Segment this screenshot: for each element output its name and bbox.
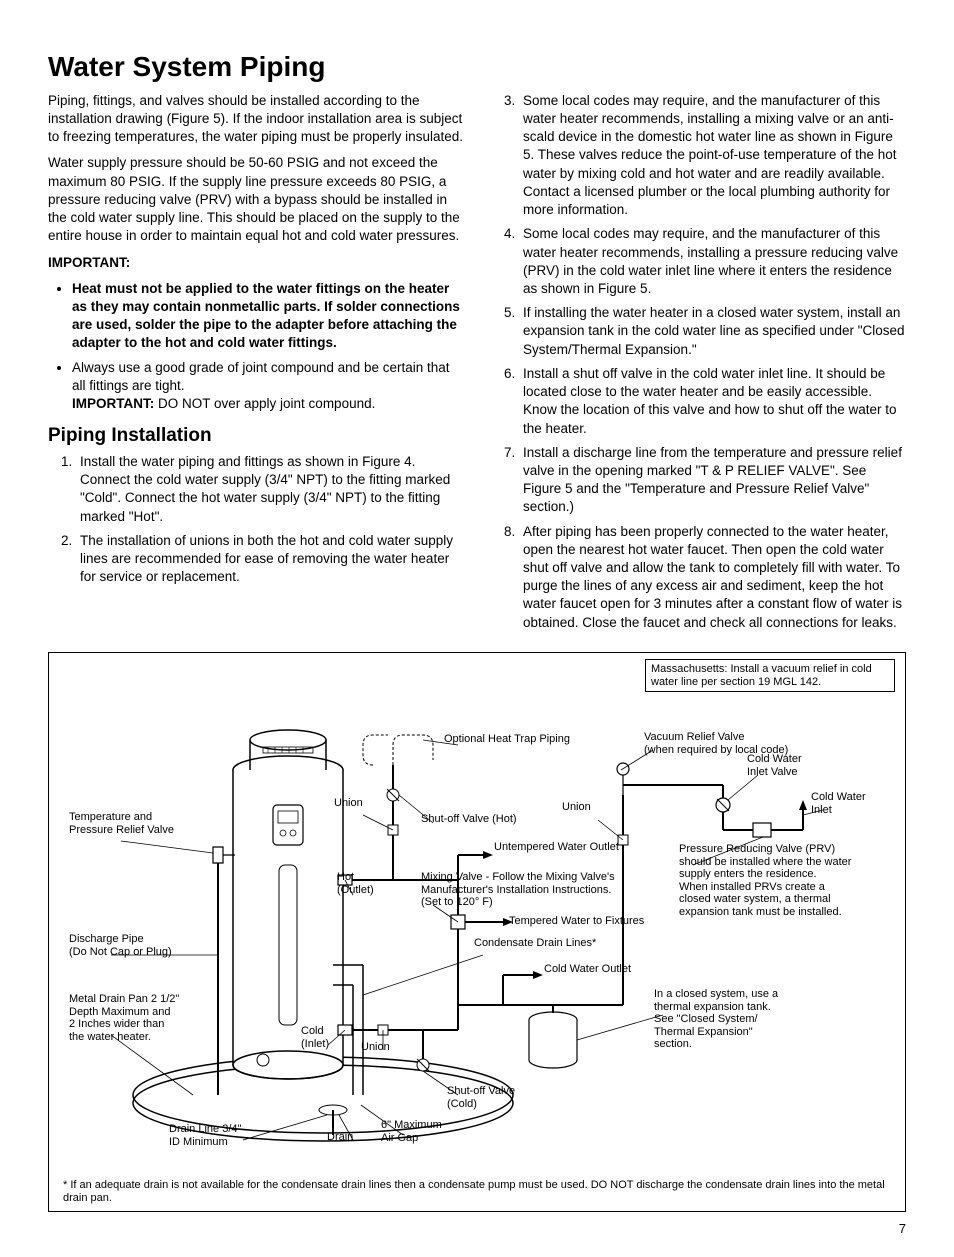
left-column: Piping, fittings, and valves should be i… <box>48 92 463 638</box>
bullet-item: Always use a good grade of joint compoun… <box>72 359 463 414</box>
label-shutoff-cold: Shut-off Valve (Cold) <box>447 1085 515 1110</box>
label-cold-inlet: Cold Water Inlet <box>811 791 866 816</box>
step-item: Some local codes may require, and the ma… <box>519 92 906 220</box>
step-item: After piping has been properly connected… <box>519 523 906 632</box>
label-prv-note: Pressure Reducing Valve (PRV) should be … <box>679 843 879 919</box>
important-label: IMPORTANT: <box>48 254 463 272</box>
step-item: Install the water piping and fittings as… <box>76 453 463 526</box>
label-union-2: Union <box>334 797 363 810</box>
label-mixing: Mixing Valve - Follow the Mixing Valve's… <box>421 871 631 909</box>
label-drain: Drain <box>327 1131 353 1144</box>
bullet-text: Always use a good grade of joint compoun… <box>72 360 450 393</box>
step-item: Install a shut off valve in the cold wat… <box>519 365 906 438</box>
step-item: If installing the water heater in a clos… <box>519 304 906 359</box>
label-tp-relief: Temperature and Pressure Relief Valve <box>69 811 174 836</box>
intro-paragraph-2: Water supply pressure should be 50-60 PS… <box>48 154 463 245</box>
important-note: DO NOT over apply joint compound. <box>154 396 375 411</box>
label-condensate: Condensate Drain Lines* <box>474 937 596 950</box>
step-item: Some local codes may require, and the ma… <box>519 225 906 298</box>
label-union-1: Union <box>562 801 591 814</box>
label-cold-outlet: Cold Water Outlet <box>544 963 631 976</box>
subheading-piping: Piping Installation <box>48 423 463 449</box>
label-closed-sys: In a closed system, use a thermal expans… <box>654 988 824 1051</box>
two-column-body: Piping, fittings, and valves should be i… <box>48 92 906 638</box>
step-item: Install a discharge line from the temper… <box>519 444 906 517</box>
label-discharge: Discharge Pipe (Do Not Cap or Plug) <box>69 933 172 958</box>
right-column: Some local codes may require, and the ma… <box>491 92 906 638</box>
label-drain-pan: Metal Drain Pan 2 1/2" Depth Maximum and… <box>69 993 199 1044</box>
label-cold-inlet-port: Cold (Inlet) <box>301 1025 329 1050</box>
page-title: Water System Piping <box>48 48 906 86</box>
label-hot-outlet: Hot (Outlet) <box>337 871 374 896</box>
steps-left: Install the water piping and fittings as… <box>48 453 463 587</box>
step-item: The installation of unions in both the h… <box>76 532 463 587</box>
label-shutoff-hot: Shut-off Valve (Hot) <box>421 813 517 826</box>
label-untempered: Untempered Water Outlet <box>494 841 619 854</box>
label-union-3: Union <box>361 1041 390 1054</box>
label-drain-line: Drain Line 3/4" ID Minimum <box>169 1123 241 1148</box>
label-cold-inlet-valve: Cold Water Inlet Valve <box>747 753 802 778</box>
figure-footnote: * If an adequate drain is not available … <box>63 1179 891 1205</box>
figure-5-box: Massachusetts: Install a vacuum relief i… <box>48 652 906 1212</box>
steps-right: Some local codes may require, and the ma… <box>491 92 906 632</box>
important-note-prefix: IMPORTANT: <box>72 396 154 411</box>
label-air-gap: 6" Maximum Air Gap <box>381 1119 442 1144</box>
important-bullets: Heat must not be applied to the water fi… <box>48 280 463 414</box>
intro-paragraph-1: Piping, fittings, and valves should be i… <box>48 92 463 147</box>
bullet-item: Heat must not be applied to the water fi… <box>72 280 463 353</box>
label-opt-heat-trap: Optional Heat Trap Piping <box>444 733 570 746</box>
label-tempered: Tempered Water to Fixtures <box>509 915 644 928</box>
